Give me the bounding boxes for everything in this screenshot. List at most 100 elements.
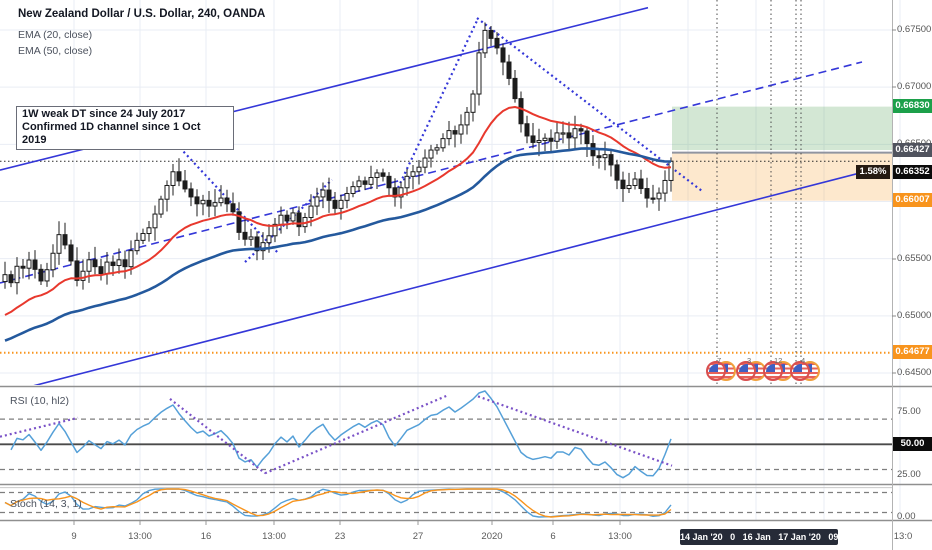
candle-up	[458, 124, 464, 135]
candle-down	[242, 231, 248, 240]
candle-up	[434, 147, 440, 151]
dotted-trendline[interactable]	[476, 17, 704, 193]
price-badge: 0.64677	[893, 345, 932, 359]
supply-zone-box[interactable]	[672, 106, 892, 151]
candle-down	[230, 203, 236, 213]
candlestick-series	[2, 22, 674, 295]
candle-up	[2, 274, 8, 283]
candle-up	[356, 180, 362, 188]
candle-up	[398, 187, 404, 198]
event-count-label: 12	[774, 356, 783, 365]
candle-up	[446, 130, 452, 140]
candle-down	[566, 132, 572, 139]
candle-down	[206, 199, 212, 207]
event-flag-icon[interactable]	[736, 361, 756, 381]
time-axis-label-partial[interactable]: 13:0	[893, 531, 913, 542]
price-badge: 0.66427	[893, 143, 932, 157]
candle-down	[92, 259, 98, 268]
indicator-label-ema50[interactable]: EMA (50, close)	[18, 45, 93, 57]
ema20-line	[4, 106, 672, 316]
candle-up	[626, 184, 632, 190]
candle-up	[80, 270, 86, 281]
time-axis-label[interactable]: 9	[71, 531, 77, 542]
price-axis-label[interactable]: 0.65500	[897, 253, 932, 264]
candle-down	[224, 197, 230, 205]
event-count-label: 7	[717, 356, 722, 365]
ema50-line	[4, 147, 671, 342]
event-flag-icon[interactable]	[763, 361, 783, 381]
candle-down	[284, 214, 290, 222]
candle-up	[476, 52, 482, 95]
candle-up	[260, 242, 266, 252]
candle-up	[482, 29, 488, 54]
time-axis-label[interactable]: 2020	[481, 531, 503, 542]
candle-up	[344, 192, 350, 201]
candle-down	[392, 187, 398, 198]
candle-down	[254, 236, 260, 252]
stoch-pane-label[interactable]: Stoch (14, 3, 1)	[10, 498, 82, 510]
stoch-axis-label[interactable]: 0.00	[897, 511, 916, 522]
candle-up	[86, 259, 92, 272]
candle-down	[122, 259, 128, 268]
time-axis-label[interactable]: 13:00	[608, 531, 632, 542]
candle-down	[38, 268, 44, 282]
time-axis-label[interactable]: 13:00	[262, 531, 286, 542]
candle-up	[152, 213, 158, 229]
candle-up	[200, 199, 206, 205]
price-axis-label[interactable]: 0.67500	[897, 24, 932, 35]
candle-down	[98, 266, 104, 275]
candle-up	[542, 137, 548, 142]
candle-up	[656, 192, 662, 200]
price-axis-label[interactable]: 0.65000	[897, 310, 932, 321]
candle-up	[14, 265, 20, 284]
candle-down	[20, 265, 26, 269]
candle-down	[620, 179, 626, 190]
price-axis-label[interactable]: 0.67000	[897, 81, 932, 92]
event-count-label: 3	[747, 356, 752, 365]
candle-up	[632, 178, 638, 186]
annotation-line-1: 1W weak DT since 24 July 2017	[22, 108, 186, 120]
candle-down	[506, 61, 512, 79]
indicator-label-ema20[interactable]: EMA (20, close)	[18, 29, 93, 41]
time-axis-label[interactable]: 27	[412, 531, 424, 542]
candle-down	[614, 164, 620, 181]
dotted-trendline[interactable]	[179, 147, 279, 254]
dotted-trendline[interactable]	[397, 18, 479, 189]
time-axis-event-badge[interactable]: 14 Jan '20 0 16 Jan 17 Jan '20 09:00	[680, 529, 851, 545]
solid-trendline[interactable]	[30, 167, 881, 387]
candle-up	[464, 111, 470, 126]
candle-down	[188, 188, 194, 198]
candle-down	[512, 77, 518, 100]
rsi-pane-label[interactable]: RSI (10, hl2)	[10, 395, 69, 407]
candle-up	[554, 132, 560, 142]
time-axis-label[interactable]: 16	[200, 531, 212, 542]
rsi-axis-label[interactable]: 75.00	[897, 406, 921, 417]
symbol-title[interactable]: New Zealand Dollar / U.S. Dollar, 240, O…	[18, 8, 266, 20]
candle-up	[368, 176, 374, 185]
candle-down	[500, 47, 506, 63]
candle-up	[536, 140, 542, 143]
event-flag-icon[interactable]	[790, 361, 810, 381]
time-axis-label[interactable]: 13:00	[128, 531, 152, 542]
event-flag-icon[interactable]	[706, 361, 726, 381]
candle-up	[470, 93, 476, 113]
candle-up	[134, 239, 140, 252]
candle-up	[170, 171, 176, 186]
candle-down	[362, 180, 368, 185]
time-axis-label[interactable]: 6	[550, 531, 556, 542]
rsi-trendline	[264, 394, 449, 475]
candle-up	[26, 259, 32, 269]
candle-up	[662, 179, 668, 194]
price-axis-label[interactable]: 0.64500	[897, 367, 932, 378]
candle-down	[452, 130, 458, 135]
candle-down	[62, 234, 68, 246]
price-badge: 0.66007	[893, 193, 932, 207]
time-axis-label[interactable]: 23	[334, 531, 346, 542]
candle-up	[164, 184, 170, 200]
annotation-text-box[interactable]: 1W weak DT since 24 July 2017 Confirmed …	[16, 106, 234, 150]
dashed-trendline[interactable]	[0, 61, 863, 284]
price-badge: 0.66352	[893, 165, 932, 179]
rsi-axis-label[interactable]: 25.00	[897, 469, 921, 480]
